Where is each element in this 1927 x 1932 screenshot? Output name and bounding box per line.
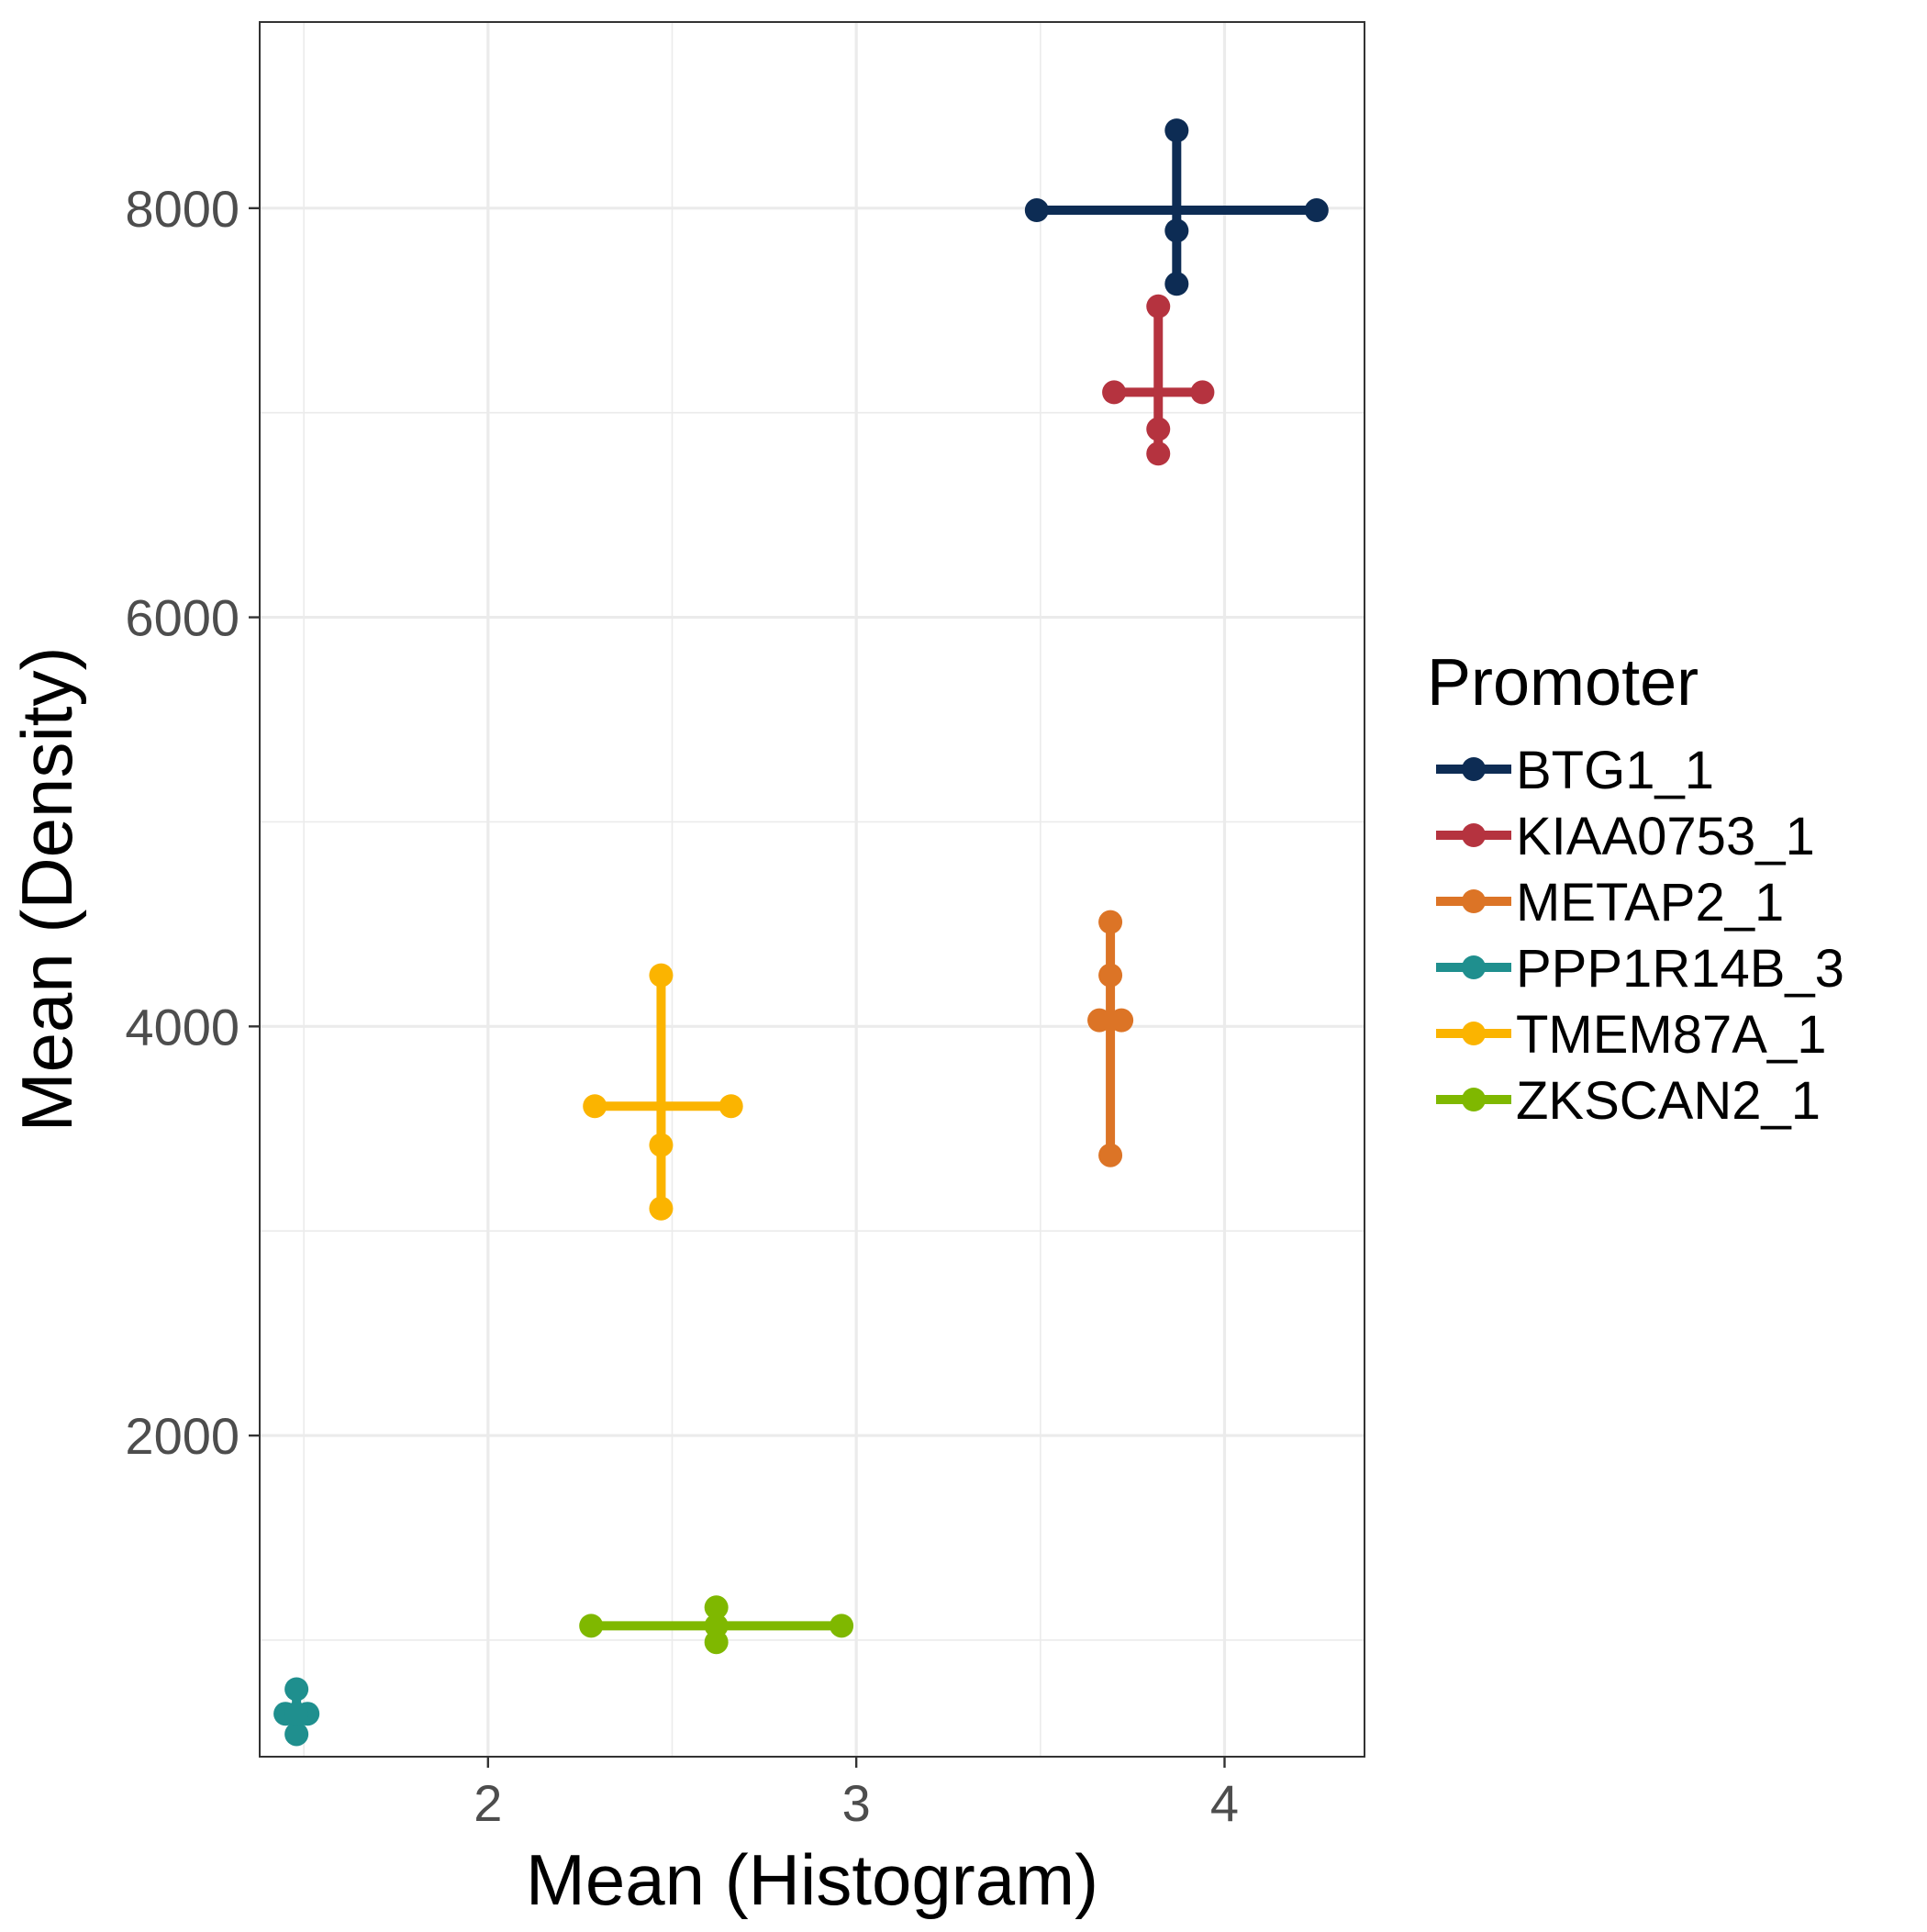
x-axis-title: Mean (Histogram) bbox=[526, 1839, 1098, 1920]
y-tick-label: 6000 bbox=[125, 589, 239, 647]
legend-key-point bbox=[1462, 823, 1486, 847]
y-axis-title: Mean (Density) bbox=[6, 647, 87, 1133]
legend-key-point bbox=[1462, 889, 1486, 913]
x-min-point bbox=[1102, 380, 1127, 405]
x-min-point bbox=[583, 1094, 607, 1119]
x-tick-label: 4 bbox=[1210, 1774, 1239, 1832]
mean-point bbox=[704, 1614, 729, 1638]
axes: 2 3 4 2000 4000 6000 8000 bbox=[125, 180, 1239, 1832]
legend-label: BTG1_1 bbox=[1516, 741, 1714, 800]
x-max-point bbox=[1304, 198, 1329, 223]
series-metap2-1 bbox=[1087, 910, 1134, 1167]
legend-label: ZKSCAN2_1 bbox=[1516, 1071, 1821, 1131]
mean-point bbox=[1098, 963, 1123, 988]
y-min-point bbox=[1146, 441, 1171, 466]
legend-label: TMEM87A_1 bbox=[1516, 1005, 1826, 1065]
legend-item: ZKSCAN2_1 bbox=[1436, 1071, 1821, 1131]
mean-point bbox=[649, 1133, 674, 1157]
x-max-point bbox=[1190, 380, 1215, 405]
legend-key-point bbox=[1462, 1088, 1486, 1111]
series-ppp1r14b-3 bbox=[273, 1677, 320, 1747]
legend-key-point bbox=[1462, 757, 1486, 781]
panel-border bbox=[259, 21, 1365, 1758]
y-tick-label: 8000 bbox=[125, 180, 239, 238]
grid bbox=[260, 22, 1364, 1757]
x-min-point bbox=[579, 1614, 604, 1638]
x-max-point bbox=[1109, 1008, 1134, 1033]
x-min-point bbox=[1024, 198, 1049, 223]
legend-item: PPP1R14B_3 bbox=[1436, 939, 1844, 999]
legend-item: KIAA0753_1 bbox=[1436, 807, 1815, 866]
y-max-point bbox=[704, 1595, 729, 1620]
y-min-point bbox=[284, 1722, 309, 1747]
x-tick-label: 2 bbox=[473, 1774, 502, 1832]
legend-item: BTG1_1 bbox=[1436, 741, 1714, 800]
legend-item: TMEM87A_1 bbox=[1436, 1005, 1826, 1065]
series-btg1-1 bbox=[1024, 118, 1329, 296]
legend-key-point bbox=[1462, 955, 1486, 979]
y-min-point bbox=[649, 1196, 674, 1221]
legend-key-point bbox=[1462, 1022, 1486, 1045]
y-tick-label: 2000 bbox=[125, 1407, 239, 1465]
series-kiaa0753-1 bbox=[1102, 294, 1215, 466]
x-min-point bbox=[1087, 1008, 1112, 1033]
y-min-point bbox=[704, 1630, 729, 1655]
y-min-point bbox=[1164, 272, 1189, 296]
series-tmem87a-1 bbox=[583, 963, 743, 1221]
y-max-point bbox=[1098, 910, 1123, 934]
x-tick-label: 3 bbox=[842, 1774, 871, 1832]
legend-label: METAP2_1 bbox=[1516, 873, 1784, 932]
mean-point bbox=[1146, 417, 1171, 441]
legend-title: Promoter bbox=[1427, 646, 1699, 720]
y-min-point bbox=[1098, 1143, 1123, 1167]
legend-item: METAP2_1 bbox=[1436, 873, 1784, 932]
series-zkscan2-1 bbox=[579, 1595, 854, 1655]
y-tick-label: 4000 bbox=[125, 998, 239, 1055]
y-max-point bbox=[1146, 294, 1171, 318]
y-max-point bbox=[649, 963, 674, 988]
y-max-point bbox=[284, 1677, 309, 1702]
mean-point bbox=[1164, 218, 1189, 243]
x-max-point bbox=[830, 1614, 854, 1638]
legend-label: PPP1R14B_3 bbox=[1516, 939, 1844, 999]
x-max-point bbox=[718, 1094, 743, 1119]
legend: Promoter BTG1_1 KIAA0753_1 METAP2_1 PPP1R14… bbox=[1427, 646, 1844, 1131]
plot-data bbox=[273, 118, 1329, 1747]
y-max-point bbox=[1164, 118, 1189, 143]
mean-point bbox=[284, 1702, 309, 1726]
legend-label: KIAA0753_1 bbox=[1516, 807, 1815, 866]
